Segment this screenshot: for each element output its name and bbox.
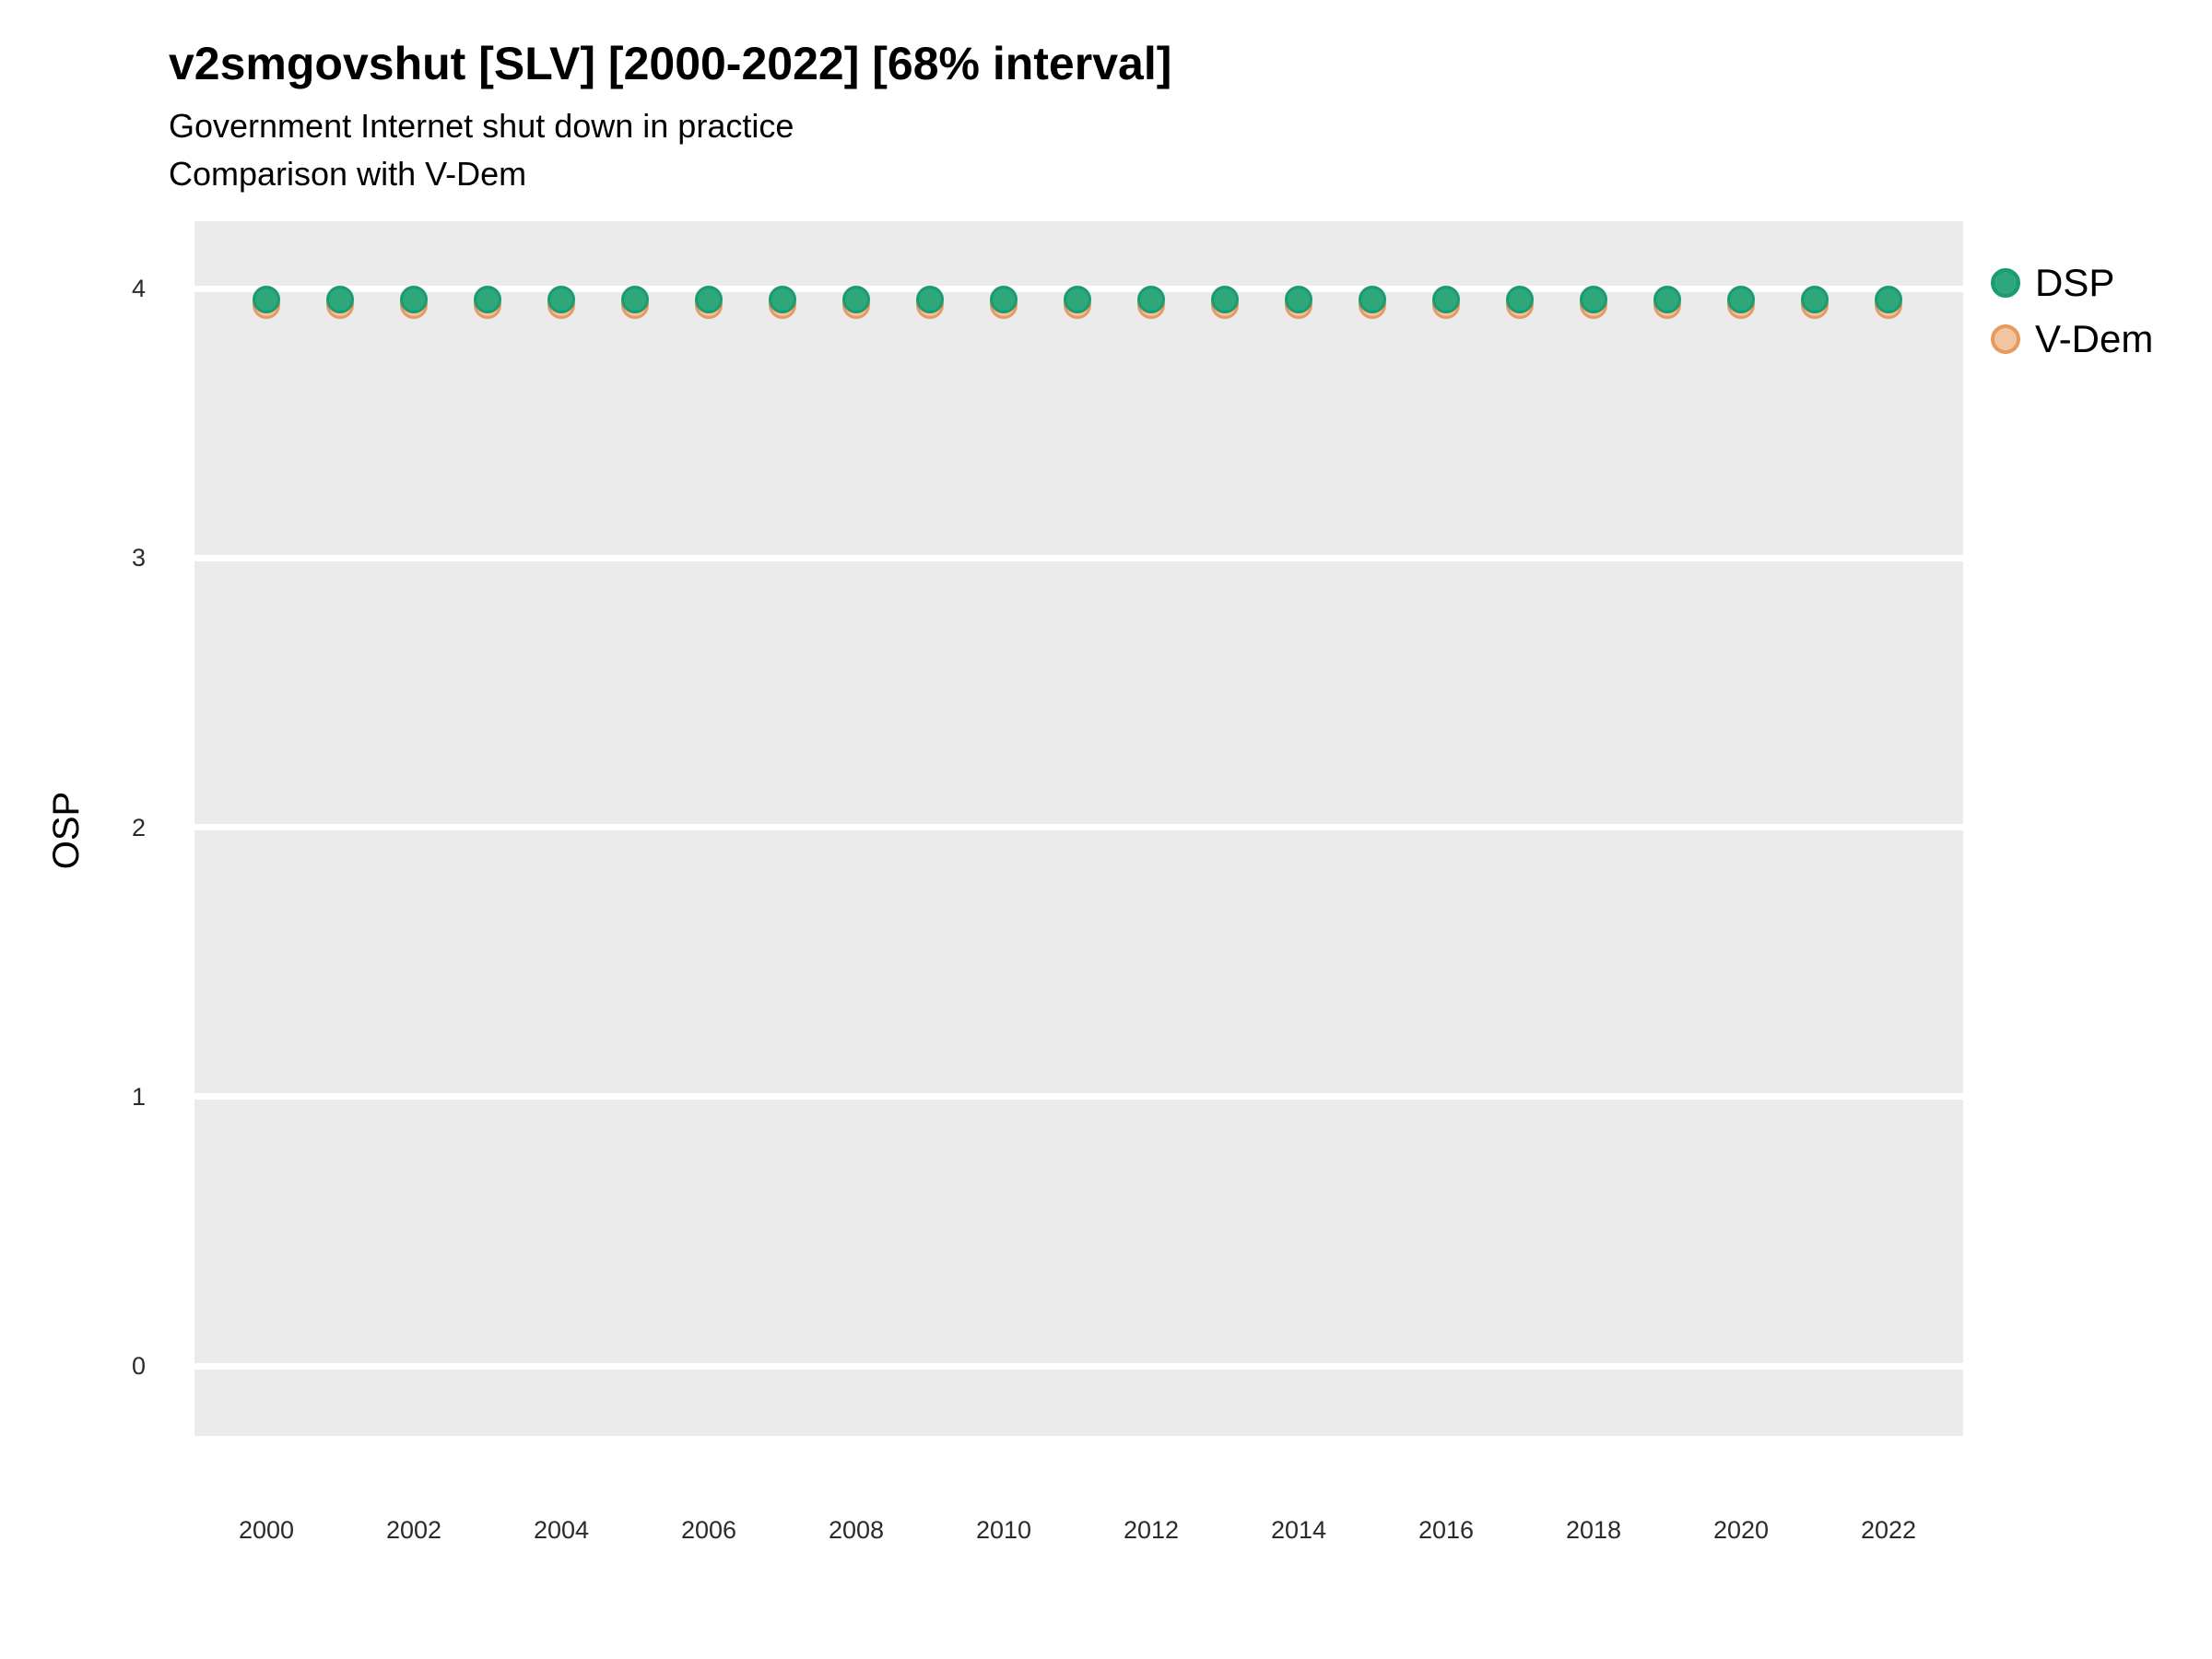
gridline-y-3 (194, 554, 1963, 561)
y-tick-label-2: 2 (131, 813, 146, 841)
y-tick-label-1: 1 (131, 1082, 146, 1111)
data-point-dsp-2010 (990, 285, 1018, 313)
data-point-dsp-2009 (916, 285, 944, 313)
gridline-y-1 (194, 1093, 1963, 1100)
x-tick-label-2002: 2002 (385, 1516, 442, 1544)
legend-marker-dsp-icon (1991, 267, 2020, 298)
legend-item-v-dem: V-Dem (1991, 311, 2153, 367)
data-point-dsp-2020 (1727, 285, 1755, 313)
data-point-dsp-2008 (842, 285, 870, 313)
data-point-dsp-2001 (326, 285, 354, 313)
data-point-dsp-2007 (769, 285, 796, 313)
chart-title: v2smgovshut [SLV] [2000-2022] [68% inter… (169, 38, 1172, 89)
x-tick-label-2008: 2008 (828, 1516, 885, 1544)
data-point-dsp-2003 (474, 285, 501, 313)
data-point-dsp-2013 (1211, 285, 1239, 313)
data-point-dsp-2017 (1506, 285, 1534, 313)
data-point-dsp-2018 (1580, 285, 1607, 313)
gridline-y-0 (194, 1362, 1963, 1370)
x-tick-label-2006: 2006 (680, 1516, 737, 1544)
data-point-dsp-2006 (695, 285, 723, 313)
x-tick-label-2020: 2020 (1712, 1516, 1770, 1544)
legend-label-dsp: DSP (2035, 260, 2115, 304)
data-point-dsp-2016 (1432, 285, 1460, 313)
data-point-dsp-2004 (547, 285, 575, 313)
data-point-dsp-2002 (400, 285, 428, 313)
x-tick-label-2004: 2004 (533, 1516, 590, 1544)
y-tick-label-0: 0 (131, 1352, 146, 1380)
x-tick-label-2014: 2014 (1270, 1516, 1327, 1544)
legend: DSP V-Dem (1991, 254, 2153, 367)
x-tick-label-2010: 2010 (975, 1516, 1032, 1544)
data-point-dsp-2011 (1064, 285, 1091, 313)
data-point-dsp-2000 (253, 285, 280, 313)
y-tick-label-3: 3 (131, 544, 146, 572)
gridline-y-2 (194, 824, 1963, 830)
chart-subtitle-line1: Government Internet shut down in practic… (169, 107, 794, 145)
legend-marker-v-dem-icon (1991, 324, 2020, 354)
data-point-dsp-2014 (1285, 285, 1312, 313)
data-point-dsp-2019 (1653, 285, 1681, 313)
legend-label-v-dem: V-Dem (2035, 316, 2154, 360)
x-tick-label-2016: 2016 (1418, 1516, 1475, 1544)
y-tick-label-4: 4 (131, 275, 146, 302)
data-point-dsp-2012 (1137, 285, 1165, 313)
plot-panel (194, 221, 1963, 1436)
x-tick-label-2012: 2012 (1123, 1516, 1180, 1544)
data-point-dsp-2015 (1359, 285, 1386, 313)
data-point-dsp-2005 (621, 285, 649, 313)
legend-item-dsp: DSP (1991, 254, 2153, 311)
x-tick-label-2000: 2000 (238, 1516, 295, 1544)
data-point-dsp-2022 (1875, 285, 1902, 313)
chart-subtitle-line2: Comparison with V-Dem (169, 155, 527, 193)
x-tick-label-2022: 2022 (1860, 1516, 1917, 1544)
data-point-dsp-2021 (1801, 285, 1829, 313)
x-tick-label-2018: 2018 (1565, 1516, 1622, 1544)
